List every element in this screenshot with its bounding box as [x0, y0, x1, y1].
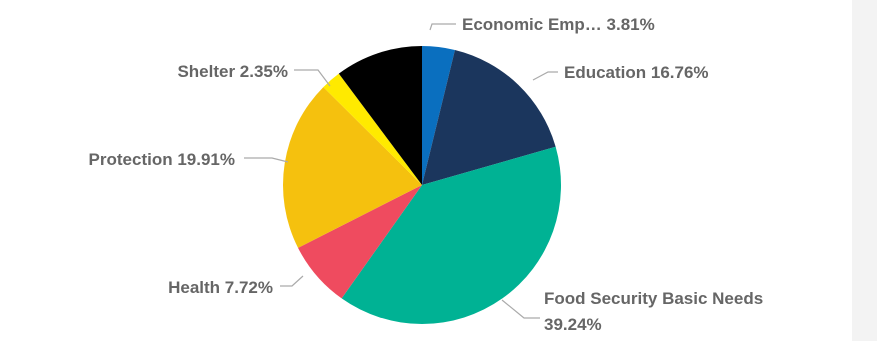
- slice-label-protection: Protection 19.91%: [89, 150, 235, 169]
- slice-label-shelter: Shelter 2.35%: [177, 62, 288, 81]
- pie-slice-economic-emp[interactable]: [422, 45, 455, 185]
- slice-label-food-security-basic-needs: Food Security Basic Needs 39.24%: [544, 289, 763, 334]
- slice-label-name: Food Security Basic Needs: [544, 289, 763, 308]
- pie-slice-protection[interactable]: [282, 87, 422, 248]
- leader-line-food-security-basic-needs: [501, 299, 540, 319]
- side-panel: [852, 0, 877, 341]
- leader-line-education: [532, 71, 558, 81]
- pie-slice-education[interactable]: [422, 49, 556, 186]
- pie-slice-other[interactable]: [338, 46, 422, 185]
- leader-lines: [244, 23, 558, 319]
- pie-chart: Economic Emp… 3.81% Education 16.76% Food …: [89, 15, 764, 334]
- leader-line-health: [280, 275, 304, 287]
- slice-labels: Economic Emp… 3.81% Education 16.76% Food …: [89, 15, 764, 334]
- slice-label-health: Health 7.72%: [168, 278, 273, 297]
- leader-line-shelter: [294, 69, 331, 87]
- pie-slice-health[interactable]: [298, 185, 422, 299]
- slice-label-economic-emp: Economic Emp… 3.81%: [462, 15, 655, 34]
- pie-slice-food-security-basic-needs[interactable]: [341, 146, 561, 324]
- pie-slice-shelter[interactable]: [323, 73, 422, 185]
- pie-chart-panel: Economic Emp… 3.81% Education 16.76% Food …: [88, 15, 764, 334]
- leader-line-protection: [244, 157, 289, 163]
- pie-slices: [282, 45, 561, 324]
- slice-label-value: 39.24%: [544, 315, 602, 334]
- slice-label-education: Education 16.76%: [564, 63, 709, 82]
- leader-line-economic-emp: [429, 23, 456, 31]
